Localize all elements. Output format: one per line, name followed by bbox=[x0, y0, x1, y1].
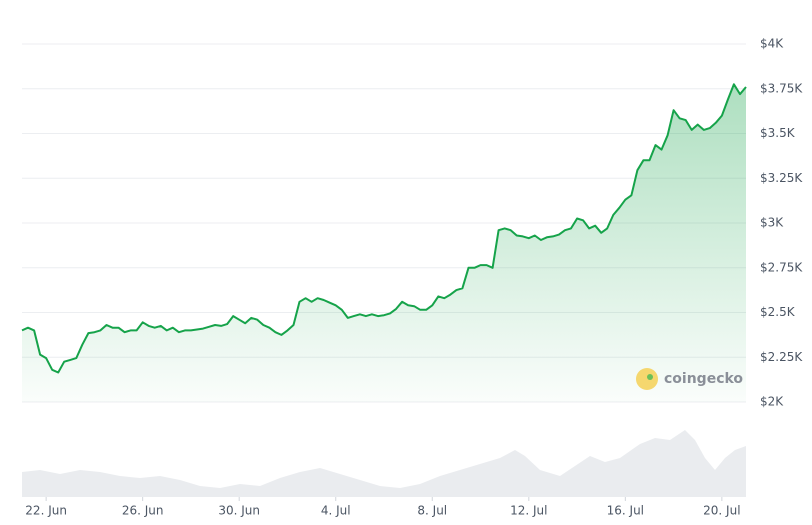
x-tick-label: 4. Jul bbox=[321, 504, 351, 518]
y-tick-label: $3.5K bbox=[760, 126, 796, 140]
watermark-text: coingecko bbox=[664, 371, 743, 387]
y-tick-label: $2K bbox=[760, 395, 784, 409]
y-tick-label: $3K bbox=[760, 216, 784, 230]
x-tick-label: 30. Jun bbox=[218, 504, 260, 518]
x-tick-label: 20. Jul bbox=[703, 504, 740, 518]
x-tick-label: 12. Jul bbox=[510, 504, 547, 518]
x-tick-label: 22. Jun bbox=[25, 504, 67, 518]
volume-area bbox=[22, 430, 746, 497]
y-tick-label: $2.75K bbox=[760, 260, 803, 274]
price-line bbox=[21, 83, 747, 374]
x-tick-label: 16. Jul bbox=[607, 504, 644, 518]
y-tick-label: $4K bbox=[760, 37, 784, 51]
area-fill bbox=[22, 84, 746, 403]
x-tick-label: 8. Jul bbox=[417, 504, 447, 518]
watermark-logo-eye bbox=[647, 374, 653, 380]
watermark-logo bbox=[636, 368, 658, 390]
plot bbox=[21, 83, 747, 403]
watermark: coingecko bbox=[636, 368, 743, 390]
y-tick-label: $3.25K bbox=[760, 171, 803, 185]
y-tick-label: $3.75K bbox=[760, 81, 803, 95]
y-tick-label: $2.5K bbox=[760, 305, 796, 319]
y-tick-label: $2.25K bbox=[760, 350, 803, 364]
x-tick-label: 26. Jun bbox=[122, 504, 164, 518]
